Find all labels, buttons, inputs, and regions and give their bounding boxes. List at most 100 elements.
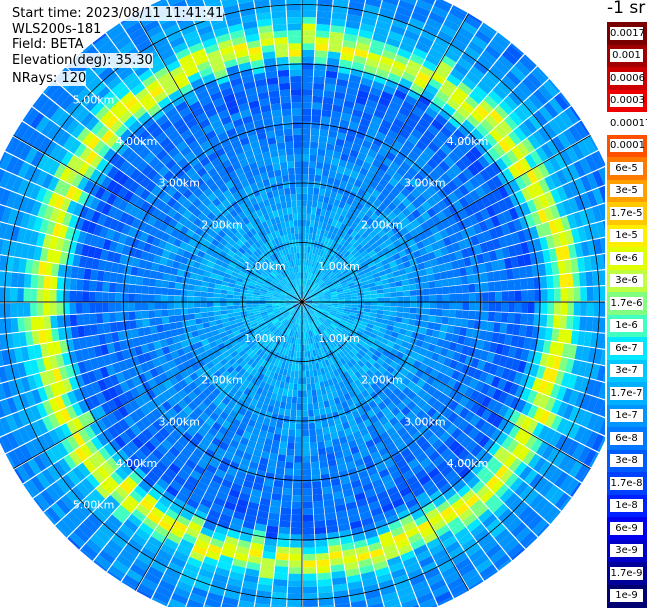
data-cell xyxy=(102,282,109,292)
data-cell xyxy=(547,289,554,301)
data-cell xyxy=(328,419,335,427)
data-cell xyxy=(303,449,311,456)
data-cell xyxy=(295,436,302,443)
data-cell xyxy=(154,295,161,302)
data-cell xyxy=(520,314,527,325)
data-cell xyxy=(309,168,316,175)
data-cell xyxy=(306,214,311,221)
data-cell xyxy=(102,303,109,313)
data-cell xyxy=(142,311,149,319)
data-cell xyxy=(303,508,313,515)
data-cell xyxy=(313,89,324,96)
data-cell xyxy=(462,285,469,294)
data-cell xyxy=(403,307,410,313)
data-cell xyxy=(233,302,240,305)
data-cell xyxy=(434,273,442,281)
data-cell xyxy=(449,286,456,294)
data-cell xyxy=(351,296,358,299)
data-cell xyxy=(202,281,209,287)
data-cell xyxy=(177,269,185,277)
data-cell xyxy=(371,294,378,298)
data-cell xyxy=(302,50,314,57)
data-cell xyxy=(194,291,201,297)
data-cell xyxy=(515,302,522,313)
data-cell xyxy=(314,409,320,416)
data-cell xyxy=(427,274,435,282)
data-cell xyxy=(299,351,302,358)
data-cell xyxy=(314,76,325,83)
data-cell xyxy=(280,402,286,409)
data-cell xyxy=(462,293,469,301)
data-cell xyxy=(436,295,443,302)
data-cell xyxy=(302,89,312,96)
data-cell xyxy=(200,292,207,297)
data-cell xyxy=(310,148,318,155)
data-cell xyxy=(371,306,378,310)
data-cell xyxy=(11,273,19,288)
data-cell xyxy=(599,318,605,333)
data-cell xyxy=(161,310,168,317)
data-cell xyxy=(587,302,594,316)
data-cell xyxy=(308,187,314,194)
data-cell xyxy=(96,313,103,323)
data-cell xyxy=(302,69,313,76)
data-cell xyxy=(307,397,312,404)
data-cell xyxy=(561,302,568,315)
data-cell xyxy=(168,303,175,310)
data-cell xyxy=(315,527,327,534)
data-cell xyxy=(277,461,286,469)
data-cell xyxy=(599,270,606,285)
data-cell xyxy=(397,307,404,312)
data-cell xyxy=(148,303,155,311)
data-cell xyxy=(306,371,310,378)
data-cell xyxy=(319,599,334,607)
data-cell xyxy=(579,272,587,286)
data-cell xyxy=(423,295,430,301)
data-cell xyxy=(482,302,489,311)
data-cell xyxy=(310,135,319,142)
data-cell xyxy=(302,115,311,122)
data-cell xyxy=(408,278,416,285)
data-cell xyxy=(275,566,289,574)
data-cell xyxy=(194,308,201,314)
data-cell xyxy=(292,495,302,502)
data-cell xyxy=(580,287,587,301)
data-cell xyxy=(325,407,332,415)
data-cell xyxy=(220,310,227,315)
data-cell xyxy=(195,318,202,324)
data-cell xyxy=(364,298,371,301)
data-cell xyxy=(96,303,103,313)
data-cell xyxy=(253,297,260,300)
data-cell xyxy=(377,289,384,294)
data-cell xyxy=(325,150,333,158)
data-cell xyxy=(383,288,390,293)
data-cell xyxy=(294,377,298,384)
data-cell xyxy=(383,311,390,316)
data-cell xyxy=(84,268,92,279)
data-cell xyxy=(323,163,331,171)
data-cell xyxy=(290,541,302,548)
data-cell xyxy=(303,547,315,554)
data-cell xyxy=(302,417,308,424)
data-cell xyxy=(284,475,293,482)
data-cell xyxy=(181,296,188,302)
data-cell xyxy=(382,284,389,289)
data-cell xyxy=(527,278,534,290)
data-cell xyxy=(291,370,295,377)
data-cell xyxy=(273,480,283,488)
data-cell xyxy=(291,521,302,528)
data-cell xyxy=(233,299,240,302)
data-cell xyxy=(201,312,208,318)
data-cell xyxy=(293,482,302,489)
data-cell xyxy=(318,142,326,150)
data-cell xyxy=(580,302,587,316)
data-cell xyxy=(303,495,313,502)
data-cell xyxy=(181,314,188,321)
data-cell xyxy=(435,316,442,323)
data-cell xyxy=(207,302,214,307)
data-cell xyxy=(429,288,436,295)
data-cell xyxy=(37,317,45,330)
data-cell xyxy=(275,474,284,482)
data-cell xyxy=(202,317,209,323)
data-cell xyxy=(161,288,168,295)
